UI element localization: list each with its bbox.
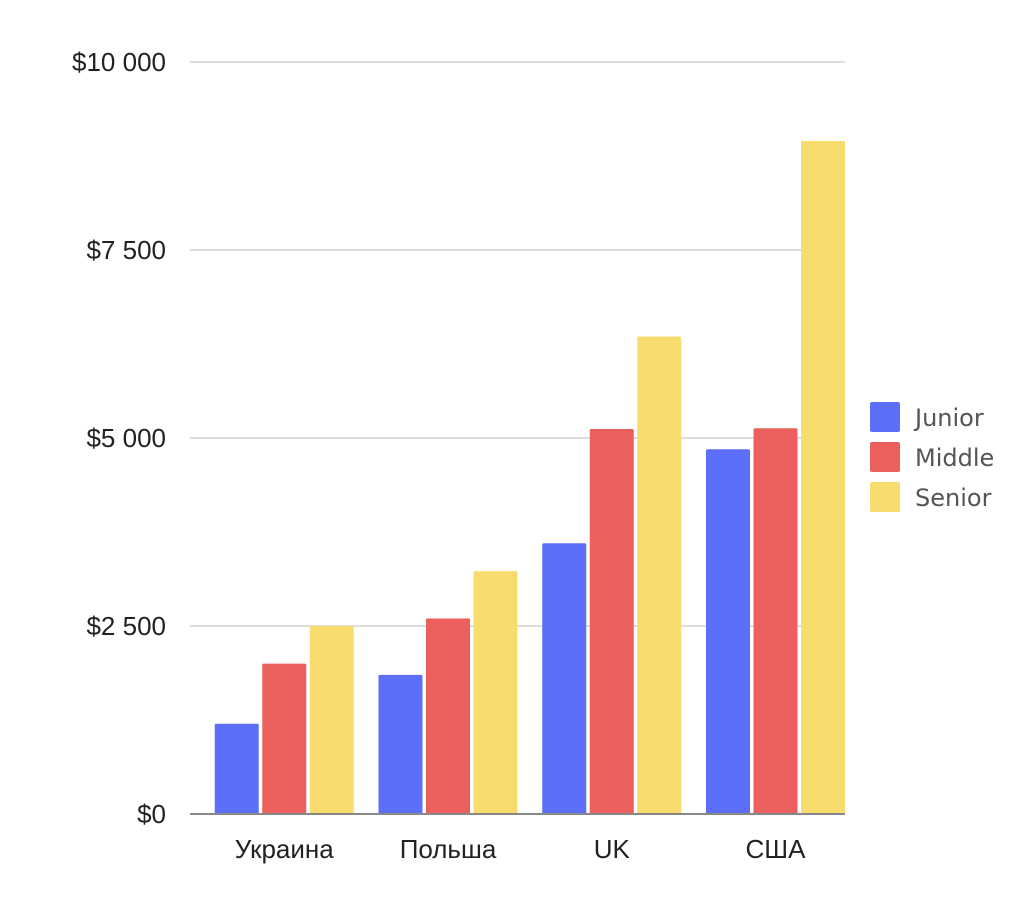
legend-swatch-junior bbox=[870, 402, 900, 432]
x-tick-label: Украина bbox=[235, 834, 335, 864]
bar-junior-1 bbox=[378, 674, 423, 814]
bar-middle-0 bbox=[262, 663, 307, 814]
axes: $0 $2 500 $5 000 $7 500 $10 000 Украина Польша… bbox=[72, 47, 845, 864]
bar-middle-3 bbox=[753, 428, 798, 814]
legend-label-senior: Senior bbox=[915, 484, 992, 512]
y-tick-label: $5 000 bbox=[86, 423, 166, 453]
bar-senior-3 bbox=[801, 140, 845, 814]
legend-label-middle: Middle bbox=[915, 444, 994, 472]
bar-middle-1 bbox=[426, 618, 470, 814]
legend-swatch-middle bbox=[870, 442, 900, 472]
legend: Junior Middle Senior bbox=[870, 402, 994, 512]
y-tick-label: $7 500 bbox=[86, 235, 166, 265]
bar-senior-0 bbox=[309, 626, 354, 814]
bars bbox=[214, 140, 845, 814]
x-tick-label: UK bbox=[594, 834, 631, 864]
bar-senior-1 bbox=[473, 571, 518, 814]
y-tick-label: $2 500 bbox=[86, 611, 166, 641]
legend-label-junior: Junior bbox=[913, 404, 984, 432]
x-tick-label: Польша bbox=[400, 834, 497, 864]
bar-senior-2 bbox=[637, 336, 682, 814]
y-tick-label: $10 000 bbox=[72, 47, 166, 77]
bar-middle-2 bbox=[589, 428, 634, 814]
legend-swatch-senior bbox=[870, 482, 900, 512]
bar-junior-3 bbox=[706, 449, 750, 814]
x-tick-label: США bbox=[746, 834, 807, 864]
y-tick-label: $0 bbox=[137, 799, 166, 829]
bar-junior-2 bbox=[542, 543, 587, 814]
bar-junior-0 bbox=[214, 723, 259, 814]
